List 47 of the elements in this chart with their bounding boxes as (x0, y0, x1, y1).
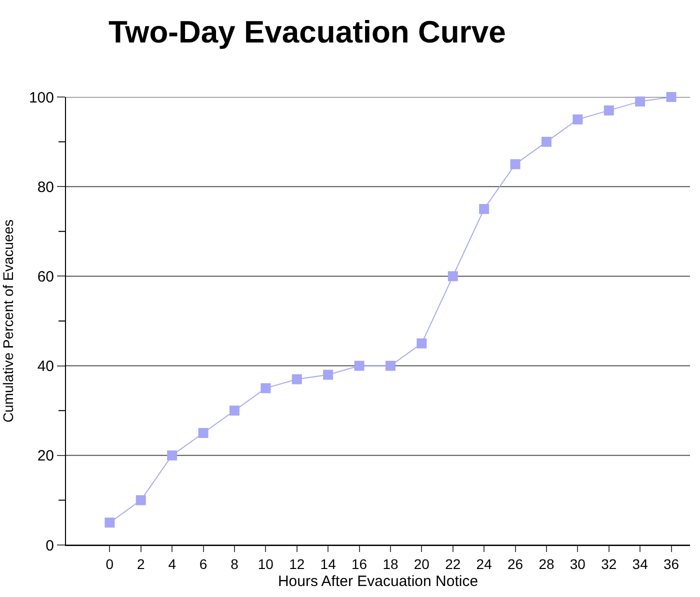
point (354, 360, 364, 371)
point (323, 370, 334, 380)
point (198, 428, 208, 438)
x-tick-label: 8 (230, 556, 239, 572)
x-tick-label: 30 (570, 556, 586, 572)
point (167, 450, 178, 460)
point (448, 271, 458, 282)
point (416, 338, 427, 348)
x-tick-label: 36 (663, 556, 680, 572)
y-tick-label: 60 (37, 268, 54, 286)
point (666, 92, 676, 102)
y-axis-title: Cumulative Percent of Evacuees (0, 219, 16, 423)
x-tick-label: 28 (538, 556, 554, 572)
point (229, 406, 240, 416)
x-tick-label: 18 (382, 556, 398, 572)
x-tick-label: 4 (168, 556, 176, 572)
point (541, 136, 552, 147)
point (479, 204, 490, 214)
x-tick-label: 24 (476, 556, 492, 572)
x-tick-label: 0 (106, 556, 114, 572)
x-tick-label: 2 (136, 556, 145, 572)
x-tick-label: 16 (351, 556, 368, 572)
y-tick-label: 20 (37, 448, 54, 465)
y-tick-label: 0 (46, 537, 54, 554)
y-tick-label: 80 (37, 178, 54, 196)
chart-title: Two-Day Evacuation Curve (108, 14, 506, 50)
x-tick-label: 22 (445, 556, 461, 572)
point (104, 518, 115, 528)
x-axis-title: Hours After Evacuation Notice (278, 572, 478, 590)
point (635, 96, 646, 106)
point (572, 114, 583, 124)
point (136, 495, 146, 506)
y-tick-label: 100 (28, 89, 54, 106)
point (604, 105, 614, 116)
x-tick-label: 6 (199, 556, 208, 572)
point (385, 360, 396, 371)
point (292, 374, 302, 384)
x-tick-label: 26 (507, 556, 524, 572)
x-tick-label: 12 (289, 556, 305, 572)
x-tick-label: 34 (632, 556, 648, 572)
point (260, 383, 271, 394)
x-tick-label: 14 (320, 556, 336, 572)
point (510, 159, 520, 170)
x-tick-label: 32 (601, 556, 617, 572)
x-tick-label: 10 (258, 556, 274, 572)
x-tick-label: 20 (414, 556, 430, 572)
y-tick-label: 40 (37, 358, 54, 376)
